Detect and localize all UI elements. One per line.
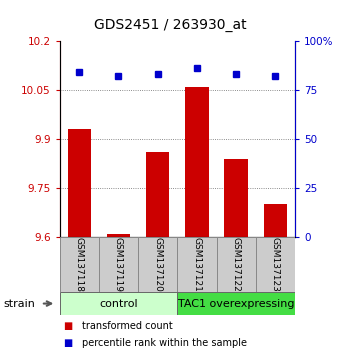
Text: ■: ■: [63, 321, 72, 331]
Bar: [256, 237, 295, 292]
Bar: [68, 129, 91, 237]
Bar: [60, 292, 177, 315]
Bar: [264, 204, 287, 237]
Text: transformed count: transformed count: [82, 321, 173, 331]
Bar: [177, 292, 295, 315]
Text: strain: strain: [3, 298, 35, 309]
Text: GDS2451 / 263930_at: GDS2451 / 263930_at: [94, 18, 247, 32]
Text: percentile rank within the sample: percentile rank within the sample: [82, 338, 247, 348]
Bar: [99, 237, 138, 292]
Text: ■: ■: [63, 338, 72, 348]
Bar: [217, 237, 256, 292]
Bar: [177, 237, 217, 292]
Bar: [146, 152, 169, 237]
Text: GSM137120: GSM137120: [153, 237, 162, 292]
Bar: [107, 234, 130, 237]
Text: GSM137123: GSM137123: [271, 237, 280, 292]
Bar: [185, 86, 209, 237]
Text: control: control: [99, 298, 138, 309]
Bar: [224, 159, 248, 237]
Text: GSM137121: GSM137121: [192, 237, 202, 292]
Bar: [60, 237, 99, 292]
Bar: [138, 237, 177, 292]
Text: GSM137122: GSM137122: [232, 237, 241, 292]
Text: GSM137118: GSM137118: [75, 237, 84, 292]
Text: TAC1 overexpressing: TAC1 overexpressing: [178, 298, 294, 309]
Text: GSM137119: GSM137119: [114, 237, 123, 292]
